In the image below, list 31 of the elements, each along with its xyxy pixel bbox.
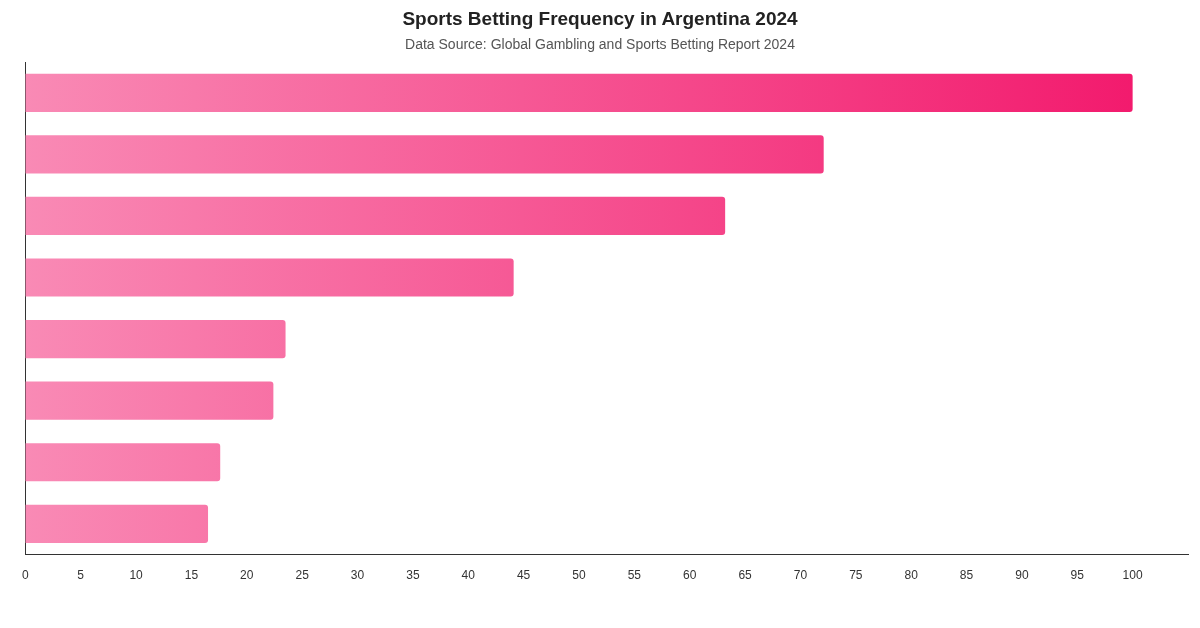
bar — [25, 196, 726, 236]
x-tick-label: 70 — [793, 568, 808, 583]
x-tick-label: 45 — [516, 568, 531, 583]
x-tick-label: 65 — [738, 568, 753, 583]
x-tick-label: 10 — [129, 568, 144, 583]
bar — [25, 73, 1133, 112]
x-tick-label: 95 — [1070, 568, 1085, 583]
x-tick-label: 20 — [240, 568, 254, 583]
x-tick-label: 50 — [572, 568, 586, 583]
chart-title: Sports Betting Frequency in Argentina 2024 — [401, 8, 799, 30]
chart-subtitle: Data Source: Global Gambling and Sports Betting Report 2024 — [404, 36, 796, 52]
x-tick-label: 30 — [350, 568, 365, 583]
bar — [25, 320, 286, 359]
bar — [25, 504, 209, 543]
x-tick-label: 90 — [1015, 568, 1029, 583]
bar — [25, 443, 221, 482]
x-tick-label: 0 — [21, 568, 29, 583]
bar — [25, 381, 274, 420]
bar — [25, 258, 514, 297]
x-tick-label: 5 — [77, 568, 85, 583]
x-tick-label: 40 — [461, 568, 476, 583]
x-tick-label: 100 — [1122, 568, 1143, 583]
x-tick-label: 55 — [627, 568, 642, 583]
x-tick-label: 80 — [904, 568, 919, 583]
bar — [25, 135, 824, 174]
x-tick-label: 25 — [295, 568, 310, 583]
x-tick-label: 75 — [849, 568, 863, 583]
x-tick-label: 15 — [184, 568, 199, 583]
x-tick-label: 35 — [406, 568, 420, 583]
x-tick-label: 60 — [683, 568, 697, 583]
x-tick-label: 85 — [959, 568, 974, 583]
